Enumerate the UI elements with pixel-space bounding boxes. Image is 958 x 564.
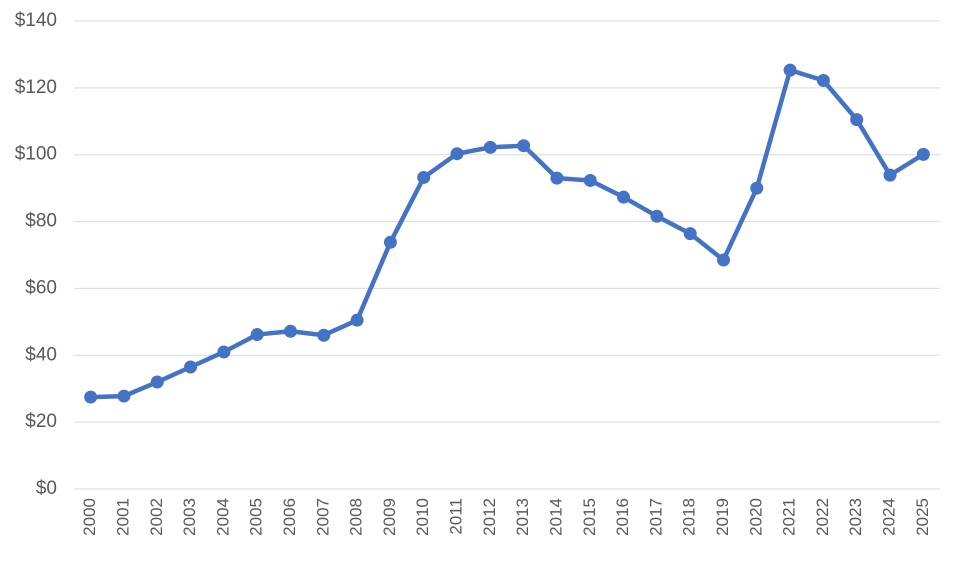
x-tick-label: 2024 <box>880 498 899 536</box>
x-tick-label: 2003 <box>180 498 199 536</box>
x-tick-label: 2015 <box>580 498 599 536</box>
y-tick-label: $120 <box>15 77 57 98</box>
data-point-2015[interactable] <box>583 173 597 187</box>
x-tick-label: 2007 <box>313 498 332 536</box>
x-tick-label: 2020 <box>746 498 765 536</box>
data-point-2017[interactable] <box>650 209 664 223</box>
y-tick-label: $20 <box>25 411 57 432</box>
data-point-2019[interactable] <box>717 253 730 267</box>
data-point-2021[interactable] <box>783 63 797 77</box>
x-tick-label: 2004 <box>213 498 232 536</box>
x-tick-label: 2016 <box>613 498 632 536</box>
data-point-2024[interactable] <box>883 168 897 182</box>
x-tick-label: 2012 <box>480 498 499 536</box>
x-tick-label: 2000 <box>80 498 99 536</box>
y-tick-label: $100 <box>15 144 57 165</box>
x-tick-label: 2025 <box>913 498 932 536</box>
x-tick-label: 2006 <box>280 498 299 536</box>
data-point-2010[interactable] <box>417 170 431 184</box>
data-point-2016[interactable] <box>617 190 631 204</box>
data-point-2023[interactable] <box>850 113 864 127</box>
data-point-2013[interactable] <box>517 139 531 153</box>
x-tick-label: 2013 <box>513 498 532 536</box>
x-axis-tick-labels: 2000 2001 2002 2003 2004 2005 2006 2007 2008 2009… <box>80 498 932 536</box>
x-tick-label: 2018 <box>680 498 699 536</box>
x-tick-label: 2021 <box>780 498 799 536</box>
data-point-2005[interactable] <box>250 328 264 342</box>
x-tick-label: 2009 <box>380 498 399 536</box>
gridlines <box>74 20 940 490</box>
y-tick-label: $60 <box>25 277 57 298</box>
y-axis-tick-labels: $0 $20 $40 $60 $80 $100 $120 $140 <box>15 10 57 499</box>
series-line <box>88 67 926 400</box>
x-tick-label: 2014 <box>546 498 565 536</box>
data-point-2020[interactable] <box>750 181 764 195</box>
x-tick-label: 2008 <box>347 498 366 536</box>
y-tick-label: $40 <box>25 344 57 365</box>
data-point-2018[interactable] <box>683 227 697 241</box>
y-tick-label: $0 <box>36 478 57 499</box>
data-point-2001[interactable] <box>117 389 131 403</box>
y-tick-label: $80 <box>25 211 57 232</box>
y-tick-label: $140 <box>15 10 57 31</box>
data-point-2025[interactable] <box>916 147 930 161</box>
x-tick-label: 2011 <box>447 498 466 535</box>
data-point-2011[interactable] <box>450 147 464 161</box>
x-tick-label: 2022 <box>813 498 832 536</box>
x-tick-label: 2002 <box>147 498 166 536</box>
x-tick-label: 2017 <box>646 498 665 536</box>
data-point-2008[interactable] <box>350 313 364 327</box>
data-point-2004[interactable] <box>217 345 231 359</box>
data-point-2000[interactable] <box>84 390 98 404</box>
series-layer <box>84 63 930 404</box>
x-tick-label: 2019 <box>713 498 732 536</box>
data-point-2014[interactable] <box>550 171 564 185</box>
x-tick-label: 2001 <box>113 498 132 536</box>
data-point-2006[interactable] <box>284 324 297 338</box>
data-point-2003[interactable] <box>184 360 198 374</box>
data-point-2009[interactable] <box>383 235 397 249</box>
x-tick-label: 2023 <box>846 498 865 536</box>
data-point-2002[interactable] <box>150 375 164 389</box>
data-point-2007[interactable] <box>317 328 331 342</box>
x-tick-label: 2005 <box>247 498 266 536</box>
data-point-2022[interactable] <box>816 74 830 88</box>
data-point-2012[interactable] <box>483 140 497 154</box>
x-tick-label: 2010 <box>413 498 432 536</box>
